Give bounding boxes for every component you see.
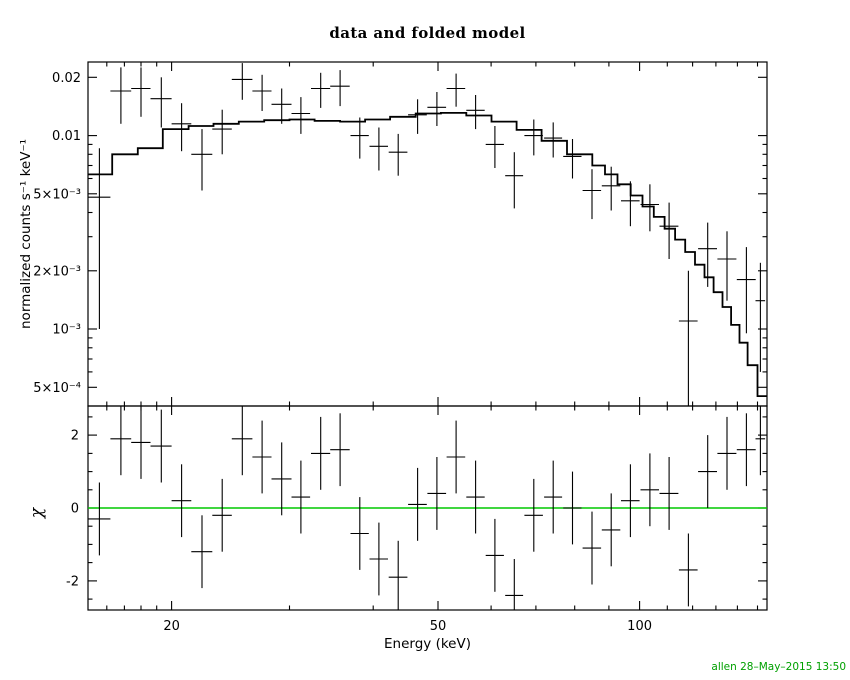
top-y-axis-label: normalized counts s⁻¹ keV⁻¹: [18, 139, 34, 329]
y-tick-label: 5×10⁻³: [33, 187, 81, 202]
y-tick-label: 10⁻³: [52, 323, 81, 338]
top-panel-content: [88, 63, 767, 406]
x-axis-ticks: [106, 62, 759, 610]
x-tick-label: 100: [627, 619, 652, 634]
model-line: [88, 112, 767, 397]
y-tick-label: 0: [71, 502, 79, 517]
y-tick-label: 0.01: [52, 129, 81, 144]
chart-title: data and folded model: [329, 24, 525, 42]
top-y-axis-ticks: [88, 76, 767, 388]
bottom-panel-content: [88, 406, 767, 610]
y-tick-label: -2: [66, 574, 79, 589]
y-tick-label: 5×10⁻⁴: [33, 381, 81, 396]
bottom-y-axis-label: χ: [27, 506, 47, 519]
x-axis-label: Energy (keV): [384, 636, 471, 652]
y-tick-label: 2: [71, 429, 79, 444]
timestamp-label: allen 28–May–2015 13:50: [711, 661, 846, 673]
x-tick-label: 20: [163, 619, 180, 634]
y-tick-label: 0.02: [52, 71, 81, 86]
y-tick-label: 2×10⁻³: [33, 264, 81, 279]
x-tick-label: 50: [430, 619, 447, 634]
